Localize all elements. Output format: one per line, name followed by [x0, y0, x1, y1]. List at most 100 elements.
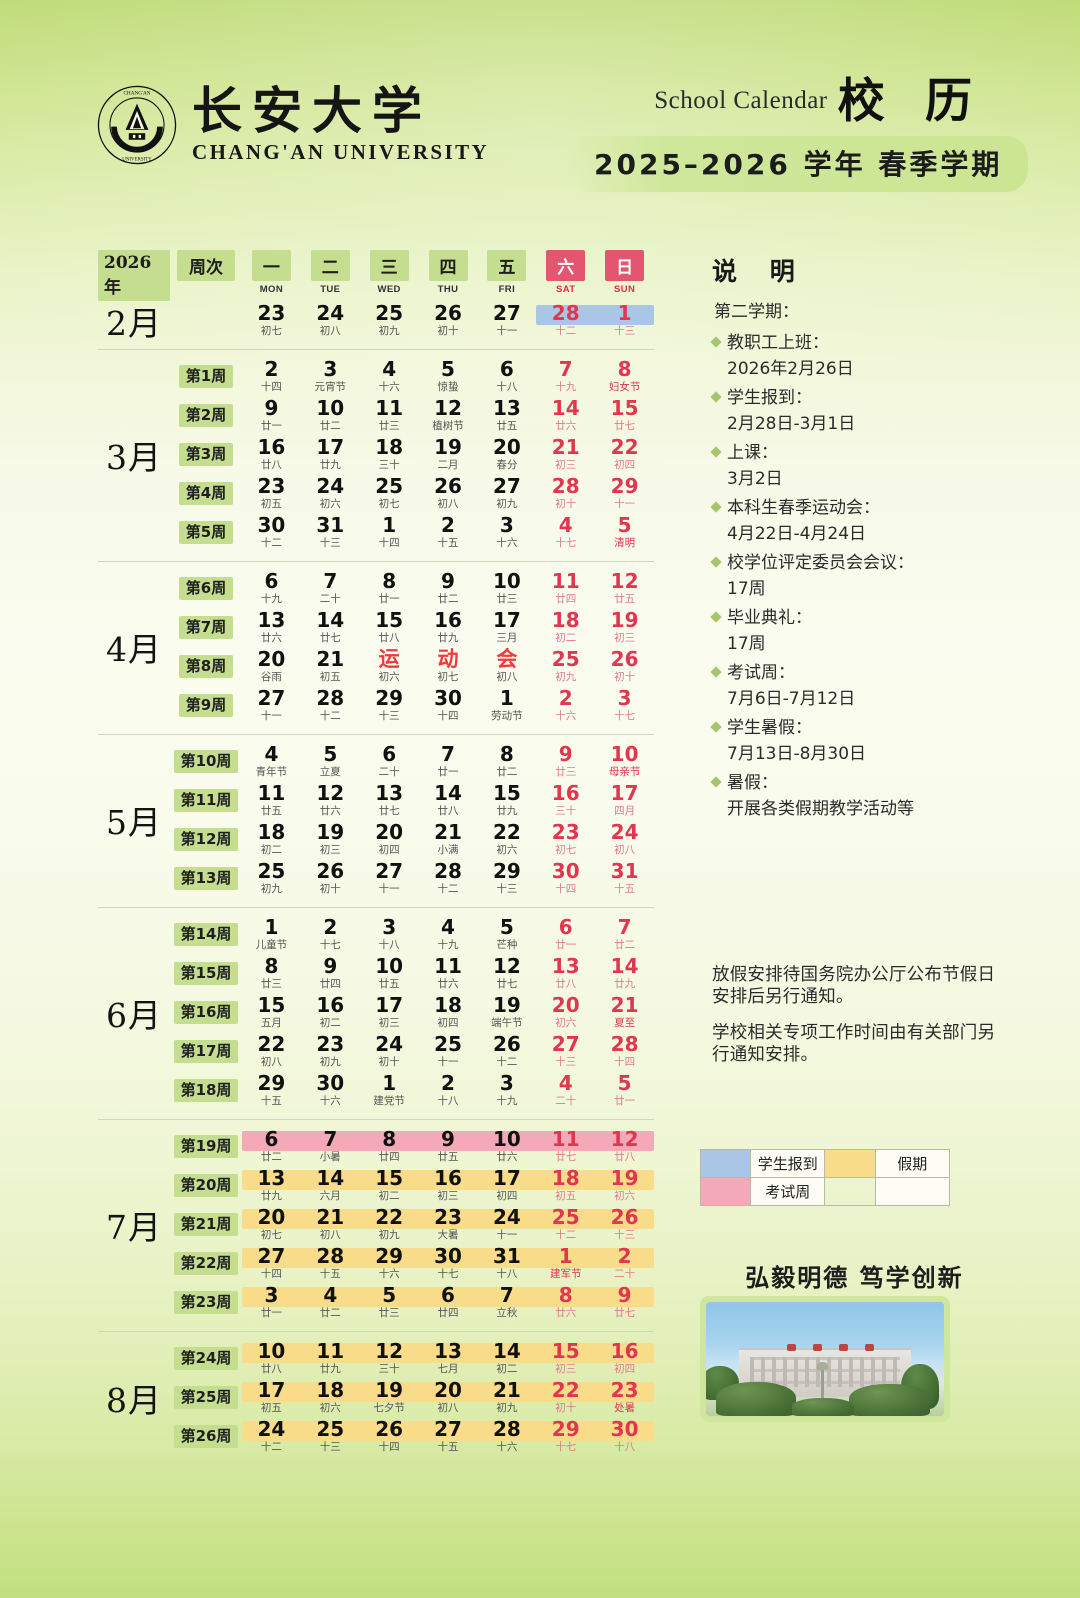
calendar-day-cell[interactable]: 13 七月	[419, 1341, 478, 1376]
calendar-day-cell[interactable]: 29 十七	[536, 1419, 595, 1454]
calendar-day-cell[interactable]: 31 十五	[595, 861, 654, 896]
calendar-day-cell[interactable]: 30 十二	[242, 515, 301, 550]
calendar-day-cell[interactable]: 29 十三	[360, 688, 419, 723]
calendar-day-cell[interactable]: 8 妇女节	[595, 359, 654, 394]
calendar-day-cell[interactable]: 15 初二	[360, 1168, 419, 1203]
calendar-day-cell[interactable]: 16 三十	[536, 783, 595, 818]
calendar-day-cell[interactable]: 19 端午节	[477, 995, 536, 1030]
calendar-day-cell[interactable]: 28 十二	[536, 303, 595, 338]
calendar-day-cell[interactable]: 29 十一	[595, 476, 654, 511]
calendar-day-cell[interactable]: 26 初十	[301, 861, 360, 896]
calendar-day-cell[interactable]: 26 十三	[595, 1207, 654, 1242]
calendar-day-cell[interactable]: 18 初二	[242, 822, 301, 857]
calendar-day-cell[interactable]: 21 初九	[477, 1380, 536, 1415]
calendar-day-cell[interactable]: 28 十二	[419, 861, 478, 896]
calendar-day-cell[interactable]: 26 十二	[477, 1034, 536, 1069]
calendar-day-cell[interactable]: 24 十一	[477, 1207, 536, 1242]
calendar-day-cell[interactable]: 2 十六	[536, 688, 595, 723]
calendar-day-cell[interactable]: 19 初六	[595, 1168, 654, 1203]
calendar-day-cell[interactable]: 26 初十	[595, 649, 654, 684]
calendar-day-cell[interactable]: 24 初八	[595, 822, 654, 857]
calendar-day-cell[interactable]: 14 廿九	[595, 956, 654, 991]
calendar-day-cell[interactable]: 25 初九	[360, 303, 419, 338]
calendar-day-cell[interactable]: 23 大暑	[419, 1207, 478, 1242]
calendar-day-cell[interactable]: 26 初十	[419, 303, 478, 338]
calendar-day-cell[interactable]: 12 三十	[360, 1341, 419, 1376]
calendar-day-cell[interactable]: 12 植树节	[419, 398, 478, 433]
calendar-day-cell[interactable]: 25 十三	[301, 1419, 360, 1454]
calendar-day-cell[interactable]: 7 廿二	[595, 917, 654, 952]
calendar-day-cell[interactable]: 27 十一	[242, 688, 301, 723]
calendar-day-cell[interactable]: 28 十四	[595, 1034, 654, 1069]
calendar-day-cell[interactable]: 4 十九	[419, 917, 478, 952]
calendar-day-cell[interactable]: 9 廿二	[419, 571, 478, 606]
calendar-day-cell[interactable]: 8 廿三	[242, 956, 301, 991]
calendar-day-cell[interactable]: 15 廿七	[595, 398, 654, 433]
calendar-day-cell[interactable]: 7 小暑	[301, 1129, 360, 1164]
calendar-day-cell[interactable]: 1 十四	[360, 515, 419, 550]
calendar-day-cell[interactable]: 22 初九	[360, 1207, 419, 1242]
calendar-day-cell[interactable]: 15 廿九	[477, 783, 536, 818]
calendar-day-cell[interactable]: 9 廿五	[419, 1129, 478, 1164]
calendar-day-cell[interactable]: 23 处暑	[595, 1380, 654, 1415]
calendar-day-cell[interactable]: 11 廿四	[536, 571, 595, 606]
calendar-day-cell[interactable]: 23 初七	[242, 303, 301, 338]
calendar-day-cell[interactable]: 30 十六	[301, 1073, 360, 1108]
calendar-day-cell[interactable]: 30 十七	[419, 1246, 478, 1281]
calendar-day-cell[interactable]: 30 十四	[536, 861, 595, 896]
calendar-day-cell[interactable]: 27 十五	[419, 1419, 478, 1454]
calendar-day-cell[interactable]: 28 十二	[301, 688, 360, 723]
calendar-day-cell[interactable]: 29 十六	[360, 1246, 419, 1281]
calendar-day-cell[interactable]: 运初六	[360, 648, 419, 684]
calendar-day-cell[interactable]: 28 十五	[301, 1246, 360, 1281]
calendar-day-cell[interactable]: 24 初八	[301, 303, 360, 338]
calendar-day-cell[interactable]: 9 廿三	[536, 744, 595, 779]
calendar-day-cell[interactable]: 10 廿二	[301, 398, 360, 433]
calendar-day-cell[interactable]: 2 二十	[595, 1246, 654, 1281]
calendar-day-cell[interactable]: 25 十二	[536, 1207, 595, 1242]
calendar-day-cell[interactable]: 21 初八	[301, 1207, 360, 1242]
calendar-day-cell[interactable]: 13 廿八	[536, 956, 595, 991]
calendar-day-cell[interactable]: 1 十三	[595, 303, 654, 338]
calendar-day-cell[interactable]: 25 十一	[419, 1034, 478, 1069]
calendar-day-cell[interactable]: 1 建军节	[536, 1246, 595, 1281]
calendar-day-cell[interactable]: 13 廿五	[477, 398, 536, 433]
calendar-day-cell[interactable]: 11 廿七	[536, 1129, 595, 1164]
calendar-day-cell[interactable]: 4 十六	[360, 359, 419, 394]
calendar-day-cell[interactable]: 10 廿五	[360, 956, 419, 991]
calendar-day-cell[interactable]: 8 廿四	[360, 1129, 419, 1164]
calendar-day-cell[interactable]: 1 建党节	[360, 1073, 419, 1108]
calendar-day-cell[interactable]: 3 十八	[360, 917, 419, 952]
calendar-day-cell[interactable]: 20 初四	[360, 822, 419, 857]
calendar-day-cell[interactable]: 5 清明	[595, 515, 654, 550]
calendar-day-cell[interactable]: 6 二十	[360, 744, 419, 779]
calendar-day-cell[interactable]: 31 十八	[477, 1246, 536, 1281]
calendar-day-cell[interactable]: 18 初五	[536, 1168, 595, 1203]
calendar-day-cell[interactable]: 5 廿一	[595, 1073, 654, 1108]
calendar-day-cell[interactable]: 12 廿七	[477, 956, 536, 991]
calendar-day-cell[interactable]: 27 初九	[477, 476, 536, 511]
calendar-day-cell[interactable]: 4 廿二	[301, 1285, 360, 1320]
calendar-day-cell[interactable]: 13 廿六	[242, 610, 301, 645]
calendar-day-cell[interactable]: 3 廿一	[242, 1285, 301, 1320]
calendar-day-cell[interactable]: 17 四月	[595, 783, 654, 818]
calendar-day-cell[interactable]: 8 廿六	[536, 1285, 595, 1320]
calendar-day-cell[interactable]: 20 初六	[536, 995, 595, 1030]
calendar-day-cell[interactable]: 21 初三	[536, 437, 595, 472]
calendar-day-cell[interactable]: 20 谷雨	[242, 649, 301, 684]
calendar-day-cell[interactable]: 25 初九	[242, 861, 301, 896]
calendar-day-cell[interactable]: 31 十三	[301, 515, 360, 550]
calendar-day-cell[interactable]: 14 初二	[477, 1341, 536, 1376]
calendar-day-cell[interactable]: 14 六月	[301, 1168, 360, 1203]
calendar-day-cell[interactable]: 10 廿三	[477, 571, 536, 606]
calendar-day-cell[interactable]: 会初八	[477, 648, 536, 684]
calendar-day-cell[interactable]: 14 廿七	[301, 610, 360, 645]
calendar-day-cell[interactable]: 4 二十	[536, 1073, 595, 1108]
calendar-day-cell[interactable]: 12 廿八	[595, 1129, 654, 1164]
calendar-day-cell[interactable]: 4 十七	[536, 515, 595, 550]
calendar-day-cell[interactable]: 1 劳动节	[477, 688, 536, 723]
calendar-day-cell[interactable]: 13 廿九	[242, 1168, 301, 1203]
calendar-day-cell[interactable]: 6 十九	[242, 571, 301, 606]
calendar-day-cell[interactable]: 2 十四	[242, 359, 301, 394]
calendar-day-cell[interactable]: 20 春分	[477, 437, 536, 472]
